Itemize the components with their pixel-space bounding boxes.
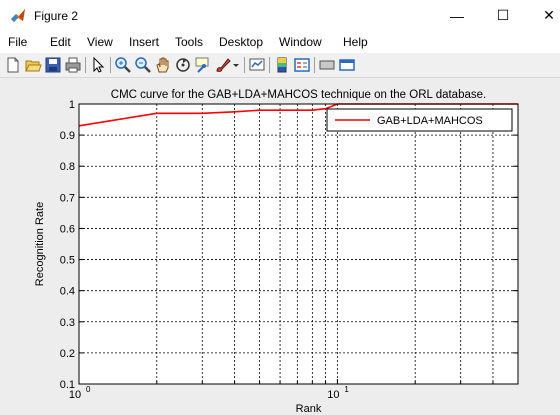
close-button[interactable]: ✕	[526, 0, 560, 31]
new-figure-icon[interactable]	[4, 56, 22, 74]
brush-icon[interactable]	[214, 56, 232, 74]
brush-dropdown-icon[interactable]	[232, 56, 240, 74]
y-tick-label: 0.1	[60, 379, 75, 391]
figure-canvas: 0.1 0.2 0.3 0.4 0.5 0.6 0.7 0.8 0.9 1 10 0 10 1 CMC cu…	[0, 78, 560, 415]
legend-label: GAB+LDA+MAHCOS	[377, 115, 483, 127]
menu-edit[interactable]: Edit	[50, 35, 71, 49]
matlab-logo-icon	[11, 9, 25, 22]
y-tick-label: 0.7	[60, 192, 75, 204]
toolbar-separator	[244, 57, 245, 73]
y-tick-label: 0.4	[60, 286, 75, 298]
save-figure-icon[interactable]	[44, 56, 62, 74]
menu-window[interactable]: Window	[279, 35, 322, 49]
hide-plot-tools-icon[interactable]	[318, 56, 336, 74]
data-cursor-icon[interactable]	[194, 56, 212, 74]
y-axis-label: Recognition Rate	[34, 202, 46, 286]
menu-view[interactable]: View	[87, 35, 113, 49]
y-tick-label: 1	[69, 99, 75, 111]
y-tick-label: 0.2	[60, 348, 75, 360]
zoom-in-icon[interactable]	[114, 56, 132, 74]
window-title: Figure 2	[34, 9, 79, 23]
toolbar-separator	[314, 57, 315, 73]
y-tick-label: 0.8	[60, 161, 75, 173]
x-tick-exponent: 0	[86, 385, 91, 394]
maximize-icon: ☐	[496, 7, 510, 23]
insert-colorbar-icon[interactable]	[273, 56, 291, 74]
menu-file[interactable]: File	[8, 35, 28, 49]
y-tick-label: 0.6	[60, 223, 75, 235]
title-bar: Figure 2 — ☐ ✕	[0, 0, 560, 31]
axes-box	[78, 103, 519, 385]
chart-title: CMC curve for the GAB+LDA+MAHCOS techniq…	[111, 89, 486, 101]
toolbar-separator	[85, 57, 86, 73]
zoom-out-icon[interactable]	[134, 56, 152, 74]
maximize-button[interactable]: ☐	[480, 0, 526, 31]
y-tick-label: 0.5	[60, 255, 75, 267]
print-figure-icon[interactable]	[64, 56, 82, 74]
toolbar-separator	[110, 57, 111, 73]
x-tick-label: 10	[327, 389, 339, 401]
cmc-chart: 0.1 0.2 0.3 0.4 0.5 0.6 0.7 0.8 0.9 1 10 0 10 1 CMC cu…	[34, 89, 519, 415]
menu-insert[interactable]: Insert	[129, 35, 160, 49]
x-axis-label: Rank	[296, 403, 322, 415]
close-icon: ✕	[543, 7, 555, 23]
menu-help[interactable]: Help	[343, 35, 368, 49]
y-tick-label: 0.9	[60, 130, 75, 142]
edit-plot-icon[interactable]	[89, 56, 107, 74]
insert-legend-icon[interactable]	[293, 56, 311, 74]
open-file-icon[interactable]	[24, 56, 42, 74]
y-tick-label: 0.3	[60, 317, 75, 329]
menu-bar: File Edit View Insert Tools Desktop Wind…	[0, 31, 560, 53]
toolbar-separator	[269, 57, 270, 73]
legend-box	[326, 108, 513, 132]
figure-toolbar	[0, 53, 560, 78]
pan-icon[interactable]	[154, 56, 172, 74]
rotate-3d-icon[interactable]	[174, 56, 192, 74]
x-tick-exponent: 1	[344, 385, 349, 394]
plot-area	[79, 104, 518, 384]
x-tick-label: 10	[69, 389, 81, 401]
menu-desktop[interactable]: Desktop	[219, 35, 264, 49]
minimize-button[interactable]: —	[434, 0, 480, 31]
minimize-icon: —	[450, 7, 464, 24]
link-plot-icon[interactable]	[248, 56, 266, 74]
menu-tools[interactable]: Tools	[175, 35, 204, 49]
show-plot-tools-icon[interactable]	[338, 56, 356, 74]
